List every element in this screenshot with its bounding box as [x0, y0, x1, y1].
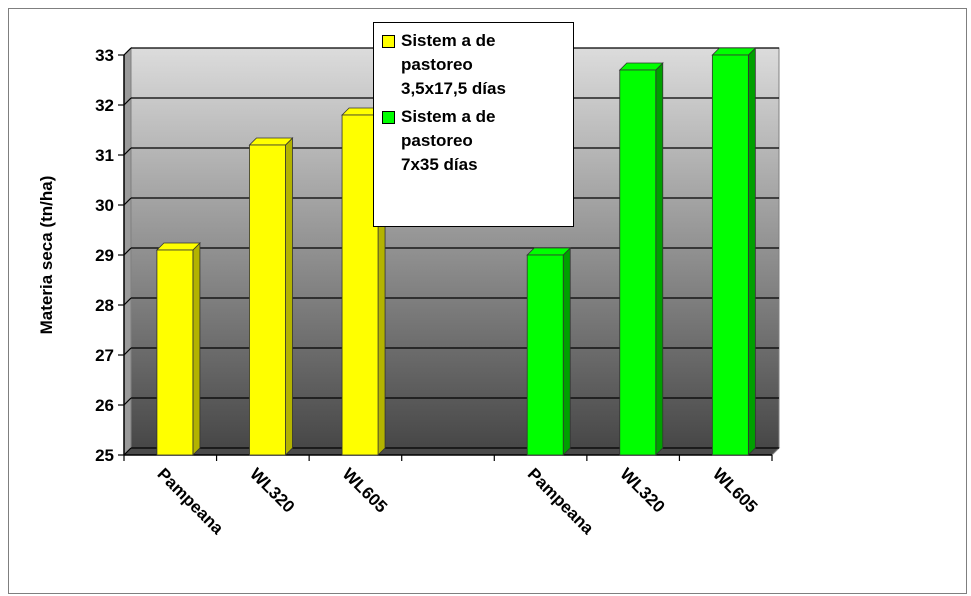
gridline-depth — [123, 147, 132, 156]
legend-label-series-1: Sistem a de pastoreo 3,5x17,5 días — [401, 29, 506, 101]
axes — [118, 54, 773, 461]
x-tick-label: WL320 — [246, 464, 298, 516]
gridline-depth — [123, 97, 132, 106]
legend-line: Sistem a de — [401, 31, 496, 50]
x-tick-label: WL605 — [339, 464, 391, 516]
bar-front — [711, 54, 749, 456]
legend-label-series-2: Sistem a de pastoreo 7x35 días — [401, 105, 496, 177]
gridline-depth — [123, 197, 132, 206]
x-tick-label: Pampeana — [524, 464, 598, 538]
gridline-depth — [123, 247, 132, 256]
plot-floor — [122, 447, 781, 456]
y-tick-label: 33 — [95, 46, 114, 65]
bar-front — [156, 249, 194, 456]
y-tick-label: 32 — [95, 96, 114, 115]
legend-line: 7x35 días — [401, 155, 478, 174]
legend-swatch-series-1 — [382, 35, 395, 48]
bar-top — [155, 242, 201, 251]
bar-side — [285, 137, 293, 456]
y-axis-title: Materia seca (tn/ha) — [37, 176, 56, 335]
gridline-depth — [123, 297, 132, 306]
bar-1-wl320 — [248, 137, 294, 456]
bar-2-wl605 — [711, 47, 757, 456]
bar-front — [341, 114, 379, 456]
bar-side — [655, 62, 664, 456]
gridline-depth — [123, 47, 132, 56]
legend-entry-series-2: Sistem a de pastoreo 7x35 días — [382, 105, 565, 177]
gridline-depth — [123, 347, 132, 356]
y-tick-label: 29 — [95, 246, 114, 265]
y-tick-label: 30 — [95, 196, 114, 215]
bar-side — [562, 247, 571, 456]
bar-2-wl320 — [618, 62, 664, 456]
bar-1-pampeana — [155, 242, 201, 456]
bar-side — [192, 242, 201, 456]
legend-line: Sistem a de — [401, 107, 496, 126]
bar-top — [711, 47, 757, 56]
bar-front — [249, 144, 286, 456]
bar-front — [619, 69, 657, 456]
x-tick-label: WL605 — [709, 464, 761, 516]
bar-top — [526, 247, 572, 256]
legend-line: pastoreo — [401, 131, 473, 150]
bar-side — [747, 47, 756, 456]
gridline-depth — [123, 397, 132, 406]
y-tick-label: 25 — [95, 446, 114, 465]
bar-2-pampeana — [526, 247, 572, 456]
y-tick-label: 28 — [95, 296, 114, 315]
x-tick-label: Pampeana — [154, 464, 228, 538]
x-tick-label: WL320 — [616, 464, 668, 516]
y-tick-label: 27 — [95, 346, 114, 365]
legend-line: 3,5x17,5 días — [401, 79, 506, 98]
legend-swatch-series-2 — [382, 111, 395, 124]
bar-front — [526, 254, 564, 456]
legend-line: pastoreo — [401, 55, 473, 74]
legend: Sistem a de pastoreo 3,5x17,5 días Siste… — [373, 22, 574, 227]
y-tick-label: 31 — [95, 146, 114, 165]
gridline-depth — [123, 447, 132, 456]
bar-top — [248, 137, 294, 146]
y-tick-label: 26 — [95, 396, 114, 415]
bar-top — [618, 62, 664, 71]
legend-entry-series-1: Sistem a de pastoreo 3,5x17,5 días — [382, 29, 565, 101]
